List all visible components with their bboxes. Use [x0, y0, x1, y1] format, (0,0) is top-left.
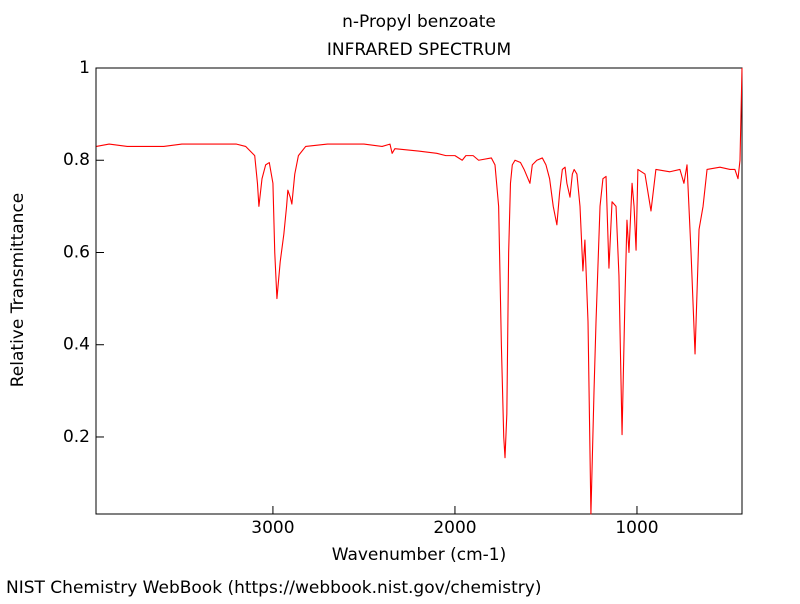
- y-tick-label: 0.2: [63, 427, 90, 447]
- chart-subtitle: INFRARED SPECTRUM: [327, 40, 511, 60]
- y-axis-label: Relative Transmittance: [8, 193, 28, 388]
- x-axis-label: Wavenumber (cm-1): [332, 545, 507, 565]
- y-tick-label: 0.4: [63, 335, 90, 355]
- y-tick-label: 0.8: [63, 150, 90, 170]
- spectrum-line: [96, 67, 743, 515]
- x-tick-label: 3000: [251, 518, 294, 538]
- y-tick-label: 0.6: [63, 242, 90, 262]
- y-tick-label: 1: [79, 58, 90, 78]
- source-note: NIST Chemistry WebBook (https://webbook.…: [6, 578, 541, 598]
- chart-title: n-Propyl benzoate: [342, 12, 496, 32]
- x-tick-label: 2000: [433, 518, 476, 538]
- plot-frame: [95, 67, 743, 515]
- x-tick-label: 1000: [615, 518, 658, 538]
